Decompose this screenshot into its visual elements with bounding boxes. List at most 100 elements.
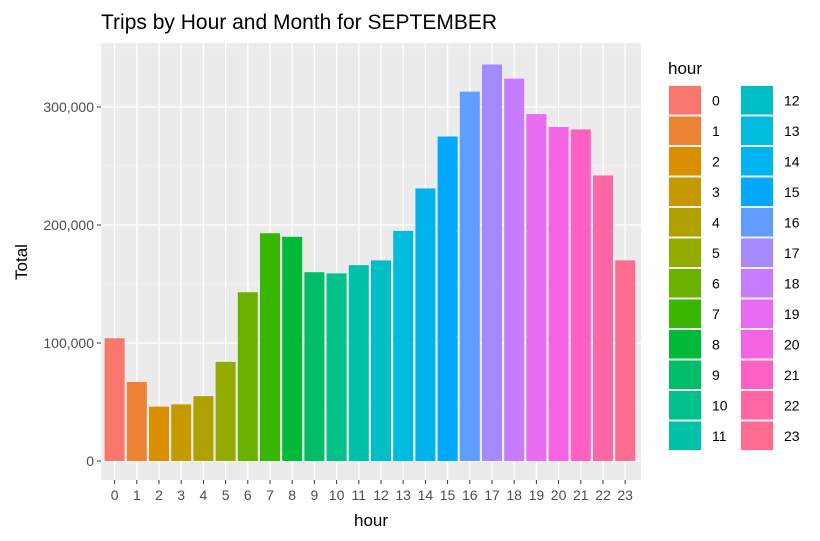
x-tick-label: 19: [529, 487, 545, 503]
x-axis: 0 1 2 3 4 5 6 7 8 9 10 11 12 13 14 15 16 17 18 19 20 21 22 23: [111, 480, 633, 503]
legend-label: 17: [784, 245, 800, 261]
bar-hour-17: [482, 64, 502, 462]
x-tick-label: 8: [288, 487, 296, 503]
legend-swatch: [669, 116, 701, 145]
legend-label: 20: [784, 336, 800, 352]
legend-label: 22: [784, 397, 800, 413]
legend-label: 23: [784, 428, 800, 444]
bar-hour-10: [326, 273, 347, 461]
bar-hour-15: [437, 136, 458, 461]
x-tick-label: 12: [373, 487, 389, 503]
x-tick-label: 20: [551, 487, 567, 503]
bar-hour-11: [348, 265, 369, 461]
bar-hour-19: [526, 114, 547, 461]
legend-swatch: [741, 330, 773, 359]
bar-hour-18: [504, 78, 525, 462]
x-tick-label: 7: [266, 487, 274, 503]
legend-label: 5: [712, 245, 720, 261]
y-tick-label: 200,000: [43, 217, 94, 233]
legend-label: 3: [712, 184, 720, 200]
x-tick-label: 22: [595, 487, 611, 503]
bar-hour-5: [215, 361, 236, 461]
legend-swatch: [669, 299, 701, 328]
legend-swatch: [741, 391, 773, 420]
bar-hour-8: [282, 236, 303, 461]
x-axis-title: hour: [354, 511, 388, 530]
legend-label: 15: [784, 184, 800, 200]
legend-label: 1: [712, 123, 720, 139]
legend-swatch: [741, 147, 773, 176]
bar-hour-22: [593, 175, 613, 461]
legend-swatch: [669, 360, 701, 389]
x-tick-label: 18: [506, 487, 522, 503]
legend-swatch: [741, 177, 773, 206]
x-tick-label: 5: [222, 487, 230, 503]
legend-label: 7: [712, 306, 720, 322]
legend-swatch: [669, 238, 701, 267]
chart-title: Trips by Hour and Month for SEPTEMBER: [101, 11, 497, 34]
y-tick-label: 300,000: [43, 99, 94, 115]
legend-label: 2: [712, 153, 720, 169]
legend-swatch: [741, 360, 773, 389]
legend-label: 14: [784, 153, 800, 169]
x-tick-label: 17: [484, 487, 500, 503]
legend-label: 9: [712, 367, 720, 383]
y-tick-label: 100,000: [43, 335, 94, 351]
legend-swatch: [741, 86, 773, 115]
x-tick-label: 15: [440, 487, 456, 503]
legend: hour 01234567891011121314151617181920212…: [668, 59, 800, 451]
legend-swatch: [669, 86, 701, 115]
x-tick-label: 1: [133, 487, 141, 503]
bar-hour-0: [104, 338, 125, 461]
bars: [104, 64, 636, 462]
bar-hour-2: [149, 406, 169, 461]
x-tick-label: 3: [177, 487, 185, 503]
x-tick-label: 2: [155, 487, 163, 503]
bar-hour-1: [126, 381, 147, 461]
legend-swatch: [669, 147, 701, 176]
legend-swatch: [741, 269, 773, 298]
legend-label: 10: [712, 397, 728, 413]
bar-hour-20: [548, 127, 569, 461]
bar-hour-21: [570, 129, 591, 462]
legend-label: 4: [712, 214, 720, 230]
legend-swatch: [741, 208, 773, 237]
legend-label: 6: [712, 275, 720, 291]
bar-hour-4: [193, 396, 214, 461]
legend-title: hour: [668, 59, 702, 78]
legend-swatch: [741, 299, 773, 328]
y-axis-title: Total: [12, 244, 31, 280]
legend-label: 8: [712, 336, 720, 352]
bar-hour-3: [171, 404, 192, 461]
legend-label: 16: [784, 214, 800, 230]
legend-swatch: [741, 421, 773, 450]
x-tick-label: 23: [617, 487, 633, 503]
x-tick-label: 14: [418, 487, 434, 503]
legend-swatch: [669, 421, 701, 450]
legend-label: 19: [784, 306, 800, 322]
legend-swatch: [669, 330, 701, 359]
x-tick-label: 0: [111, 487, 119, 503]
x-tick-label: 11: [352, 487, 367, 503]
legend-swatch: [669, 391, 701, 420]
bar-hour-9: [304, 272, 325, 461]
bar-hour-12: [371, 260, 391, 461]
legend-swatch: [741, 238, 773, 267]
bar-hour-13: [393, 230, 414, 461]
bar-hour-14: [415, 188, 436, 462]
x-tick-label: 21: [573, 487, 589, 503]
bar-hour-23: [615, 260, 636, 461]
x-tick-label: 16: [462, 487, 478, 503]
bar-hour-7: [260, 233, 280, 461]
legend-label: 11: [712, 428, 727, 444]
legend-label: 13: [784, 123, 800, 139]
bar-hour-16: [459, 91, 480, 461]
x-tick-label: 4: [199, 487, 207, 503]
legend-swatch: [669, 269, 701, 298]
legend-swatch: [741, 116, 773, 145]
legend-swatch: [669, 177, 701, 206]
x-tick-label: 9: [310, 487, 318, 503]
bar-hour-6: [237, 292, 258, 461]
legend-swatch: [669, 208, 701, 237]
